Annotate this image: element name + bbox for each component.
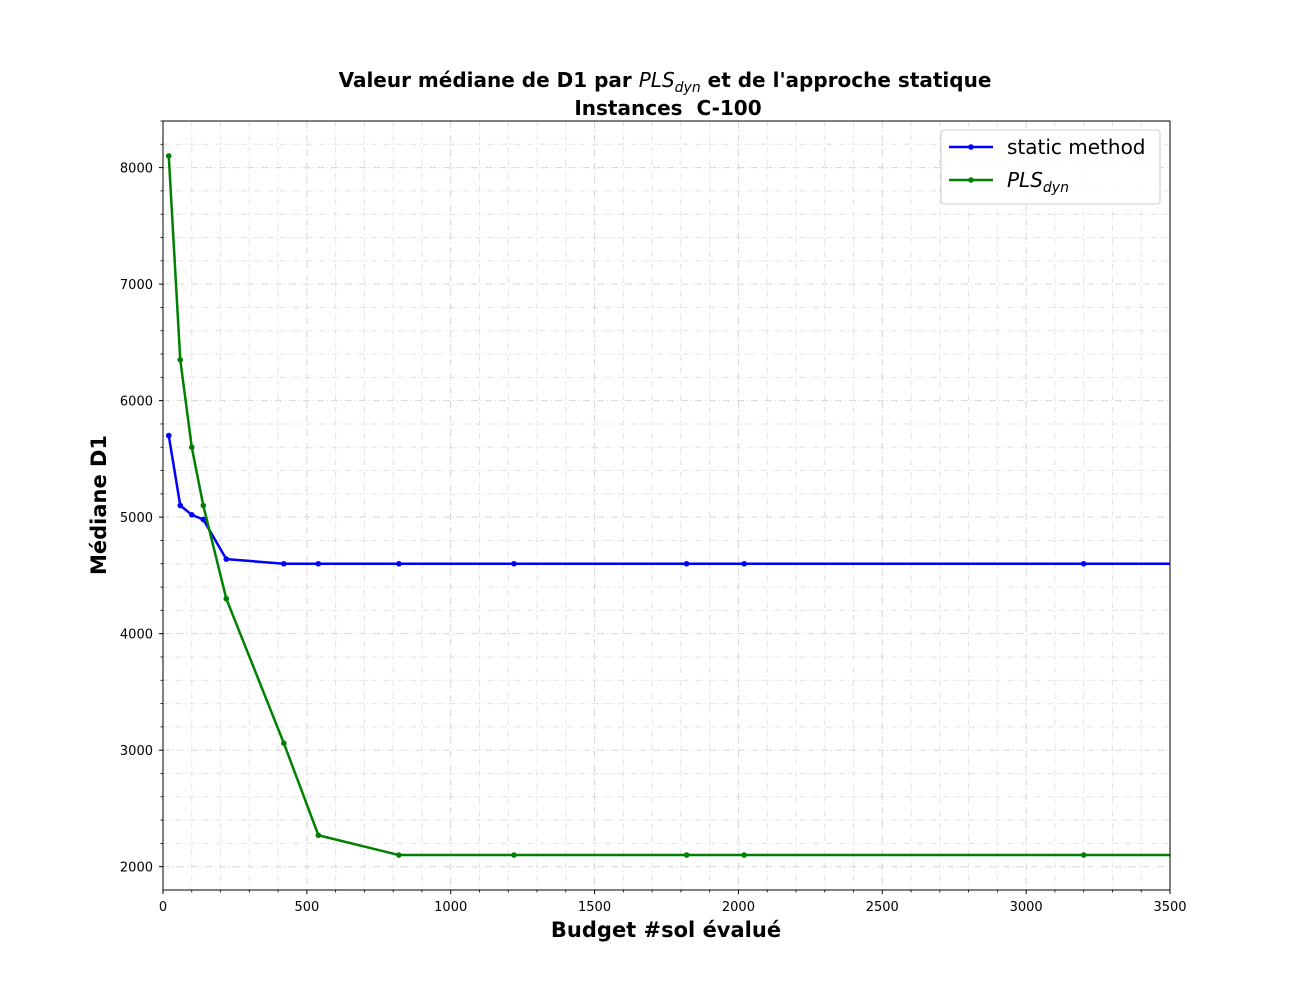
series-point-0 — [165, 432, 172, 439]
chart-subtitle: Instances C-100 — [574, 96, 761, 120]
series-point-1 — [188, 444, 195, 451]
series-point-0 — [683, 560, 690, 567]
series-point-1 — [200, 502, 207, 509]
chart-title-prefix: Valeur médiane de D1 par — [339, 68, 639, 92]
series-point-1 — [741, 852, 747, 858]
chart-title-math-sub: dyn — [675, 80, 701, 96]
y-tick-label: 6000 — [120, 395, 153, 410]
x-tick-label: 500 — [294, 900, 319, 915]
chart-title-math: PLS — [639, 68, 675, 92]
axis-ticks: 0 500 1000 1500 2000 2500 3000 3500 2000 3000 4000… — [120, 120, 1187, 915]
series-point-0 — [281, 560, 287, 567]
y-tick-label: 8000 — [120, 162, 153, 177]
series-point-1 — [1080, 852, 1087, 858]
x-tick-label: 1000 — [434, 900, 467, 915]
y-axis-label: Médiane D1 — [87, 435, 111, 575]
series-point-1 — [315, 832, 322, 839]
legend-marker-static — [968, 144, 974, 150]
series-point-1 — [223, 595, 230, 602]
series-point-1 — [165, 153, 172, 159]
y-tick-label: 5000 — [120, 511, 153, 526]
legend-label-static: static method — [1007, 135, 1146, 159]
series-point-0 — [741, 560, 747, 567]
series-point-1 — [511, 852, 517, 858]
y-tick-label: 2000 — [120, 861, 153, 876]
x-tick-label: 2000 — [722, 900, 755, 915]
legend-marker-pls — [968, 177, 974, 183]
series-point-0 — [188, 512, 195, 518]
series-point-0 — [315, 560, 322, 567]
y-tick-label: 4000 — [120, 628, 153, 643]
series-point-0 — [200, 516, 207, 523]
plot-frame — [162, 120, 1171, 891]
major-grid — [162, 121, 1171, 890]
chart-title-suffix: et de l'approche statique — [701, 68, 992, 92]
x-tick-label: 3500 — [1153, 900, 1186, 915]
x-axis-label: Budget #sol évalué — [551, 918, 781, 942]
y-tick-label: 3000 — [120, 744, 153, 759]
y-tick-label: 7000 — [120, 278, 153, 293]
series-point-0 — [1080, 560, 1087, 567]
legend-label-pls-math: PLS — [1007, 168, 1043, 192]
series-point-0 — [177, 502, 184, 509]
series-point-0 — [396, 560, 402, 567]
series-point-0 — [511, 560, 517, 567]
legend: static method PLSdyn — [940, 129, 1161, 205]
chart-title-line1: Valeur médiane de D1 par PLSdyn et de l'… — [339, 68, 992, 96]
legend-label-pls: PLSdyn — [1007, 168, 1069, 196]
legend-box — [940, 129, 1161, 205]
series-layer — [165, 153, 1170, 858]
series-point-1 — [281, 740, 287, 746]
x-tick-label: 2500 — [866, 900, 899, 915]
x-tick-label: 0 — [159, 900, 167, 915]
series-point-1 — [177, 357, 184, 363]
series-point-1 — [396, 852, 402, 858]
series-point-0 — [223, 556, 230, 562]
legend-label-pls-sub: dyn — [1043, 180, 1069, 196]
series-point-1 — [683, 852, 690, 858]
minor-grid — [163, 120, 1170, 890]
x-tick-label: 1500 — [578, 900, 611, 915]
x-tick-label: 3000 — [1010, 900, 1043, 915]
series-line-0 — [167, 435, 1170, 566]
